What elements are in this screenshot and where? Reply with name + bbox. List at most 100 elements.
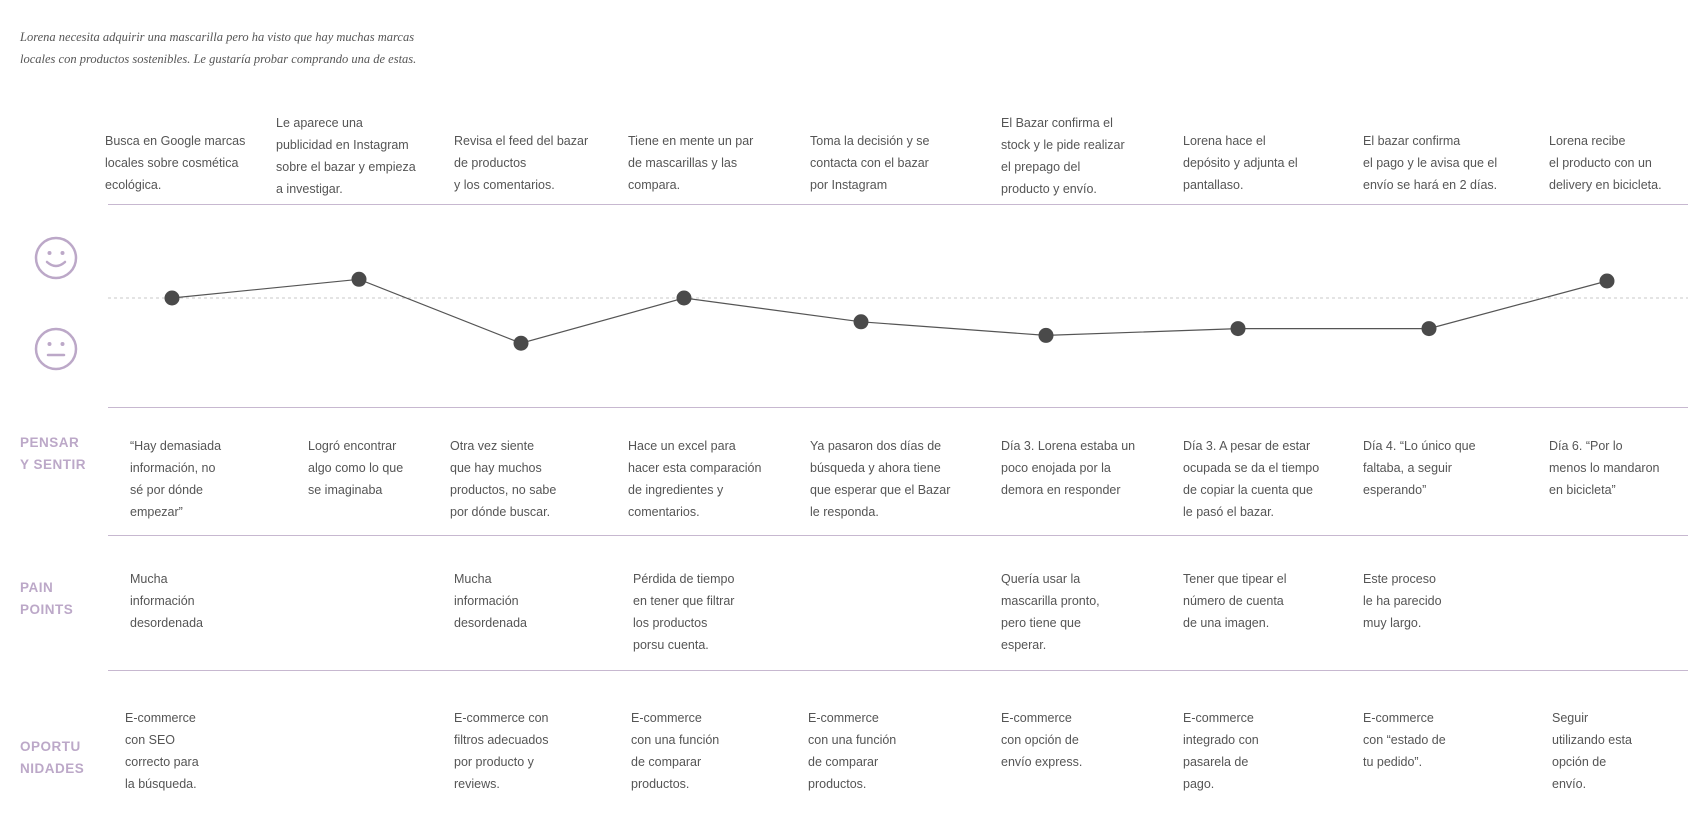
divider [108, 204, 1688, 205]
action-step-line: Toma la decisión y se [810, 134, 930, 148]
think-feel-cell-line: sé por dónde [130, 483, 203, 497]
action-step-line: publicidad en Instagram [276, 138, 409, 152]
think-feel-cell: Día 3. A pesar de estar ocupada se da el … [1183, 435, 1319, 523]
think-feel-cell: Ya pasaron dos días de búsqueda y ahora t… [810, 435, 950, 523]
think-feel-cell-line: Hace un excel para [628, 439, 736, 453]
action-step-line: delivery en bicicleta. [1549, 178, 1662, 192]
opportunity-cell: E-commerce con filtros adecuados por produ… [454, 707, 549, 795]
action-step-line: Lorena hace el [1183, 134, 1266, 148]
think-feel-cell: Día 3. Lorena estaba un poco enojada por … [1001, 435, 1135, 501]
opportunity-cell-line: por producto y [454, 755, 534, 769]
section-label-line: PENSAR [20, 435, 80, 450]
opportunity-cell-line: E-commerce con [454, 711, 549, 725]
opportunity-cell-line: E-commerce [1183, 711, 1254, 725]
opportunity-cell-line: de comparar [631, 755, 702, 769]
intro-line: locales con productos sostenibles. Le gu… [20, 52, 417, 66]
opportunity-cell-line: de comparar [808, 755, 879, 769]
think-feel-cell-line: demora en responder [1001, 483, 1121, 497]
opportunity-cell-line: con opción de [1001, 733, 1079, 747]
think-feel-cell-line: se imaginaba [308, 483, 383, 497]
section-label-line: POINTS [20, 602, 74, 617]
pain-point-cell: Mucha información desordenada [454, 568, 527, 634]
think-feel-cell-line: de ingredientes y [628, 483, 724, 497]
pain-point-cell-line: Mucha [130, 572, 168, 586]
action-step-line: Revisa el feed del bazar [454, 134, 589, 148]
think-feel-cell-line: Día 4. “Lo único que [1363, 439, 1476, 453]
pain-point-cell-line: Pérdida de tiempo [633, 572, 735, 586]
pain-point-cell-line: Mucha [454, 572, 492, 586]
pain-point-cell: Mucha información desordenada [130, 568, 203, 634]
pain-point-cell-line: muy largo. [1363, 616, 1422, 630]
emotion-point [351, 271, 367, 287]
pain-point-cell-line: información [130, 594, 195, 608]
opportunity-cell-line: integrado con [1183, 733, 1259, 747]
opportunity-cell-line: opción de [1552, 755, 1607, 769]
action-step-line: compara. [628, 178, 681, 192]
opportunity-cell: E-commerce con una función de comparar prod… [631, 707, 719, 795]
opportunity-cell-line: Seguir [1552, 711, 1589, 725]
think-feel-cell-line: le pasó el bazar. [1183, 505, 1275, 519]
emotion-point [853, 314, 869, 330]
pain-point-cell-line: los productos [633, 616, 708, 630]
think-feel-cell-line: Otra vez siente [450, 439, 535, 453]
think-feel-cell-line: esperando” [1363, 483, 1427, 497]
section-label-line: Y SENTIR [20, 457, 87, 472]
think-feel-cell-line: menos lo mandaron [1549, 461, 1660, 475]
opportunity-cell: E-commerce con una función de comparar prod… [808, 707, 896, 795]
pain-point-cell: Este proceso le ha parecido muy largo. [1363, 568, 1442, 634]
think-feel-cell-line: que esperar que el Bazar [810, 483, 951, 497]
think-feel-cell-line: Día 6. “Por lo [1549, 439, 1623, 453]
pain-point-cell-line: número de cuenta [1183, 594, 1284, 608]
pain-point-cell-line: porsu cuenta. [633, 638, 709, 652]
think-feel-cell-line: poco enojada por la [1001, 461, 1111, 475]
think-feel-cell-line: comentarios. [628, 505, 700, 519]
opportunity-cell-line: reviews. [454, 777, 500, 791]
pain-point-cell-line: Este proceso [1363, 572, 1436, 586]
think-feel-cell-line: en bicicleta” [1549, 483, 1616, 497]
section-label: OPORTU NIDADES [20, 736, 84, 780]
think-feel-cell-line: Ya pasaron dos días de [810, 439, 942, 453]
pain-point-cell-line: mascarilla pronto, [1001, 594, 1100, 608]
pain-point-cell: Tener que tipear el número de cuenta de un… [1183, 568, 1287, 634]
opportunity-cell-line: envío express. [1001, 755, 1083, 769]
action-step-line: El bazar confirma [1363, 134, 1461, 148]
opportunity-cell-line: tu pedido”. [1363, 755, 1423, 769]
think-feel-cell: Otra vez siente que hay muchos productos, … [450, 435, 556, 523]
action-step-line: ecológica. [105, 178, 162, 192]
action-step-line: El Bazar confirma el [1001, 116, 1113, 130]
opportunity-cell-line: E-commerce [631, 711, 702, 725]
opportunity-cell-line: E-commerce [808, 711, 879, 725]
action-step-line: Busca en Google marcas [105, 134, 246, 148]
action-step: Lorena hace el depósito y adjunta el panta… [1183, 130, 1298, 196]
pain-point-cell-line: esperar. [1001, 638, 1047, 652]
action-step-line: de productos [454, 156, 527, 170]
opportunity-cell: E-commerce integrado con pasarela de pago. [1183, 707, 1259, 795]
action-step-line: y los comentarios. [454, 178, 555, 192]
opportunity-cell-line: la búsqueda. [125, 777, 197, 791]
emotion-point [1421, 321, 1437, 337]
opportunity-cell-line: con SEO [125, 733, 176, 747]
opportunity-cell-line: con una función [631, 733, 720, 747]
action-step-line: por Instagram [810, 178, 888, 192]
think-feel-cell: “Hay demasiada información, no sé por dónd… [130, 435, 221, 523]
think-feel-cell-line: empezar” [130, 505, 183, 519]
pain-point-cell-line: desordenada [454, 616, 527, 630]
action-step: El Bazar confirma el stock y le pide real… [1001, 112, 1125, 200]
emotion-point [676, 290, 692, 306]
opportunity-cell-line: correcto para [125, 755, 199, 769]
think-feel-cell-line: productos, no sabe [450, 483, 557, 497]
opportunity-cell-line: E-commerce [125, 711, 196, 725]
think-feel-cell-line: Día 3. A pesar de estar [1183, 439, 1311, 453]
pain-point-cell-line: información [454, 594, 519, 608]
pain-point-cell-line: le ha parecido [1363, 594, 1442, 608]
emotion-point [1230, 321, 1246, 337]
opportunity-cell-line: utilizando esta [1552, 733, 1632, 747]
emotion-point [164, 290, 180, 306]
action-step-line: a investigar. [276, 182, 343, 196]
pain-point-cell-line: desordenada [130, 616, 203, 630]
action-step-line: Lorena recibe [1549, 134, 1626, 148]
opportunity-cell-line: filtros adecuados [454, 733, 549, 747]
think-feel-cell-line: Logró encontrar [308, 439, 397, 453]
action-step: Lorena recibe el producto con un delivery … [1549, 130, 1662, 196]
